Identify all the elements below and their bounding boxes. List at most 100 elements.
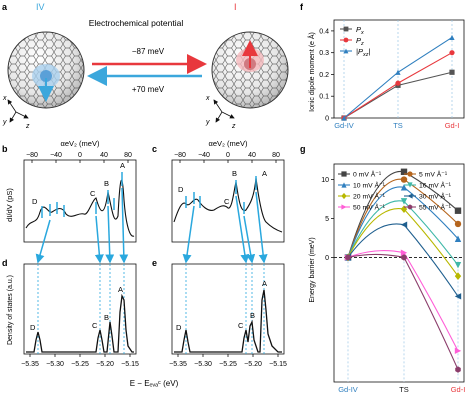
data-point [400,168,408,175]
top-tick-label: −80 [174,152,186,159]
data-point [395,69,401,75]
panel-c-peak-d: D [178,185,184,194]
panel-d-letter: d [2,258,8,268]
panel-d-guides [37,264,125,354]
y-tick-label: 0.2 [319,72,329,79]
panel-e: e D C B A −5.35 −5.30 −5.25 −5.20 −5.15 [152,258,287,368]
panel-c-ticks-blue [185,176,257,214]
data-point [454,272,462,280]
panel-g-letter: g [300,144,306,154]
panel-b-ylabel: dI/dV (pS) [5,188,14,222]
legend-label: 10 mV Å⁻¹ [353,181,386,190]
panel-b-peak-b: B [104,179,109,188]
panel-f-frame [333,19,465,119]
category-label: TS [399,385,409,394]
series-line [343,71,453,119]
panel-d-dos-curve [26,293,134,353]
panel-d-ylabel: Density of states (a.u.) [7,275,14,345]
panel-c-top-ticks: −80 −40 0 40 80 [174,152,280,163]
panel-g-ylabel: Energy barrier (meV) [309,237,316,302]
panel-c: c αeV₂ (meV) −80 −40 0 40 80 D C B A [152,139,285,243]
panel-e-frame [171,263,285,355]
data-point [407,193,413,199]
y-tick-label: 10 [321,177,329,184]
panel-e-guides [185,264,265,354]
data-point [400,249,408,256]
panel-b-top-axis-label: αeV₂ (meV) [61,139,100,148]
panel-b-ticks-blue [41,172,123,218]
top-tick-label: 40 [100,152,108,159]
axis-x-label-right: x [205,95,210,102]
panel-c-peak-c: C [224,197,230,206]
axes-right-icon: x y z [205,95,236,130]
panel-g-plot: 0 5 10 Gd-IV TS Gd-I 0 mV Å⁻¹ 5 mV Å⁻¹ 10 mV Å⁻¹… [321,163,466,394]
panel-e-letter: e [152,258,157,268]
category-label: Gd-I [451,385,466,394]
panel-c-top-axis-label: αeV₂ (meV) [209,139,248,148]
panel-e-peak-b: B [250,311,255,320]
legend-label: 0 mV Å⁻¹ [353,170,382,179]
panel-d-peak-d: D [30,323,36,332]
y-tick-label: 5 [325,216,329,223]
legend-label: 50 mV Å⁻¹ [353,203,386,212]
arrow-top-energy: −87 meV [132,47,165,56]
data-point [449,69,455,75]
panel-d: d Density of states (a.u.) D C B A −5.35… [2,258,139,368]
axis-x-label: x [2,95,7,102]
y-tick-label: 0.4 [319,28,329,35]
panel-b: b αeV₂ (meV) −80 −40 0 40 80 dI/dV (pS) D C … [2,139,137,243]
data-point [407,171,413,177]
legend-label: Px [356,25,364,36]
panel-g: g Energy barrier (meV) 0 5 10 Gd-IV TS Gd-I 0 … [300,144,465,394]
panel-d-peak-c: C [92,321,98,330]
legend-label: |Pxz| [356,47,370,58]
top-tick-label: 0 [226,152,230,159]
x-tick-label: −5.30 [194,361,212,368]
data-point [407,204,413,210]
data-point [454,262,462,269]
panel-d-xticks: −5.35 −5.30 −5.25 −5.20 −5.15 [21,354,139,368]
y-tick-label: 0.3 [319,50,329,57]
top-tick-label: 80 [124,152,132,159]
data-point [345,254,351,261]
data-point [341,204,347,210]
data-point [449,34,455,41]
data-point [400,205,408,213]
legend-label: 55 mV Å⁻¹ [419,203,452,212]
data-point [343,37,349,43]
category-label: TS [393,121,403,130]
top-tick-label: 0 [78,152,82,159]
panel-b-peak-c: C [90,189,96,198]
data-point [341,171,347,177]
panel-e-xticks: −5.35 −5.30 −5.25 −5.20 −5.15 [169,354,287,368]
x-tick-label: −5.15 [269,361,287,368]
panel-g-frame [333,163,465,383]
x-tick-label: −5.30 [46,361,64,368]
data-point [455,366,461,373]
panel-e-peak-a: A [262,279,267,288]
panel-a-letter: a [2,2,8,12]
data-point [343,48,349,54]
data-point [400,184,408,191]
panel-d-peak-a: A [118,285,123,294]
panel-f: f Ionic dipole moment (e Å) 0 0.1 0.2 0.3 0.… [300,2,465,130]
legend-label: 16 mV Å⁻¹ [419,181,452,190]
category-label: Gd-IV [334,121,354,130]
x-tick-label: −5.35 [169,361,187,368]
panel-c-didv-curve [173,177,283,233]
panel-b-peak-d: D [32,197,38,206]
series-line [347,178,459,258]
top-tick-label: −40 [50,152,62,159]
series-line [347,253,459,370]
data-point [454,220,462,228]
legend-label: 30 mV Å⁻¹ [419,192,452,201]
legend-label: 20 mV Å⁻¹ [353,192,386,201]
panel-f-letter: f [300,2,304,12]
data-point [407,182,413,188]
top-tick-label: 80 [272,152,280,159]
x-tick-label: −5.20 [244,361,262,368]
x-tick-label: −5.15 [121,361,139,368]
fullerene-right-icon [211,31,289,109]
data-point [341,115,347,121]
panel-b-top-ticks: −80 −40 0 40 80 [26,152,132,163]
